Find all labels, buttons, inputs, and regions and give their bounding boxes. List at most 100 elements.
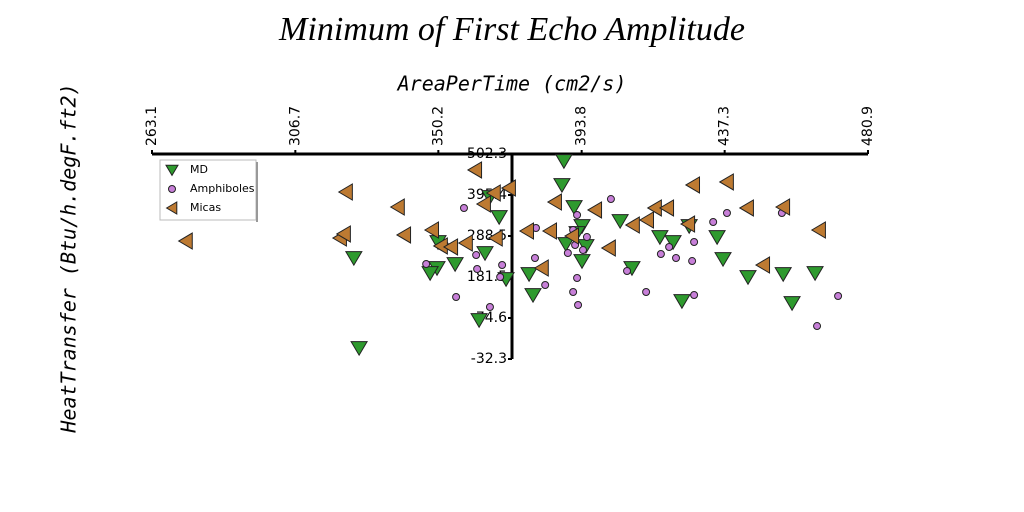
legend-marker [165,201,178,215]
data-point [690,238,699,247]
data-point [459,203,468,212]
y-tick-label: 181.5 [467,269,507,285]
data-point [466,161,483,179]
data-point [739,270,757,286]
data-point [738,199,754,217]
data-point [638,211,654,229]
data-point [722,209,731,218]
data-point [774,198,791,216]
data-point [524,288,542,304]
data-point [421,266,439,282]
data-point [490,210,509,226]
y-axis-label: HeatTransfer (Btu/h.degF.ft2) [57,83,81,433]
x-tick-label: 393.8 [574,106,590,146]
data-point [350,341,368,357]
data-point [335,225,351,243]
data-point [684,176,701,194]
x-axis-label: AreaPerTime (cm2/s) [396,72,627,96]
data-point [679,215,696,233]
data-point [546,193,562,211]
data-point [500,179,516,197]
data-point [496,273,505,282]
data-point [563,249,572,258]
data-point [623,266,632,275]
legend-marker [165,164,179,177]
data-point [423,221,439,239]
data-point [470,313,488,329]
data-point [389,198,405,216]
data-point [485,303,494,312]
data-point [533,259,549,277]
legend-box [159,159,257,221]
data-point [574,301,583,310]
x-tick-label: 480.9 [860,106,876,146]
data-point [834,291,843,300]
data-point [664,235,682,251]
data-point [487,229,503,247]
data-point [563,227,580,245]
y-tick-label: 502.3 [467,146,507,162]
data-point [651,230,669,246]
data-point [472,251,481,260]
x-tick-label: 437.3 [717,106,733,146]
data-point [555,154,573,170]
legend-shadow [256,162,258,222]
data-point [586,201,603,219]
data-point [473,265,482,274]
data-point [642,288,651,297]
data-point [177,232,193,250]
data-point [476,246,494,262]
data-point [485,184,501,202]
data-point [422,260,431,269]
data-point [754,256,771,274]
data-point [565,200,583,216]
data-point [714,252,732,268]
data-point [578,246,587,255]
data-point [344,251,363,267]
data-point [518,222,534,240]
data-point [708,230,726,246]
data-point [573,274,582,283]
data-point [475,195,491,213]
data-point [690,290,699,299]
data-point [783,296,801,312]
data-point [582,233,591,242]
data-point [672,253,681,262]
data-point [718,173,734,191]
x-tick-label: 350.2 [430,106,446,146]
data-point [573,254,591,270]
data-point [553,178,571,194]
x-tick-label: 263.1 [144,106,160,146]
data-point [673,294,691,310]
legend-label: Micas [190,201,221,214]
y-tick-label: -32.3 [471,351,507,367]
data-point [337,183,353,201]
data-point [457,234,473,252]
data-point [557,237,575,253]
legend: MD Amphiboles Micas [159,159,258,222]
data-point [658,199,675,217]
data-point [541,222,558,240]
data-point [442,238,459,256]
data-point [498,261,507,270]
data-point [624,216,640,234]
data-point [446,257,464,273]
data-point [665,242,674,251]
data-point [569,288,578,297]
data-point [606,195,615,204]
data-point [774,267,793,283]
data-point [688,257,697,266]
data-point [530,253,539,262]
data-point [810,221,826,239]
data-point [709,217,718,226]
legend-label: MD [190,163,208,176]
data-point [541,280,550,289]
data-point [806,266,824,282]
legend-label: Amphiboles [190,182,255,195]
data-point [452,292,461,301]
chart-title: Minimum of First Echo Amplitude [278,11,745,48]
data-point [520,267,538,283]
data-point [395,226,412,244]
data-point [813,322,822,331]
